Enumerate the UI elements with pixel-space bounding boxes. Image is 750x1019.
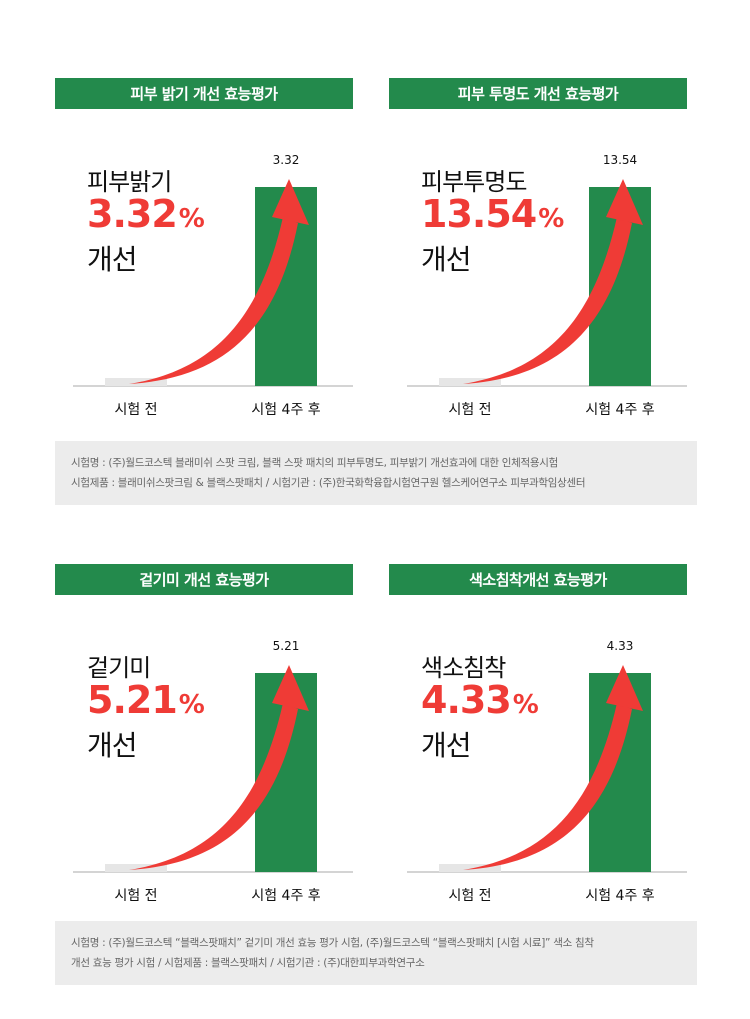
panel-header: 겉기미 개선 효능평가 [55,564,353,595]
category-label: 시험 전 [448,402,491,418]
metric-unit: % [178,690,205,720]
panel-header: 색소침착개선 효능평가 [389,564,687,595]
trend-arrow-head [606,179,643,225]
metric-suffix: 개선 [421,243,472,276]
trend-arrow-shaft [129,703,298,870]
metric-value: 13.54 [421,192,537,236]
note-line: 개선 효능 평가 시험 / 시험제품 : 블랙스팟패치 / 시험기관 : (주)… [71,957,425,969]
chart-panel-skin-transparency: 피부 투명도 개선 효능평가 피부투명도 13.54% 개선 시험 전 시험 4주… [389,78,687,418]
chart-panel-skin-brightness: 피부 밝기 개선 효능평가 피부밝기 3.32% 개선 시험 전 시험 4주 후 3… [55,78,353,418]
bar-chart: 시험 전 시험 4주 후 5.21 [73,639,353,904]
metric-unit: % [178,204,205,234]
category-label: 시험 전 [114,888,157,904]
test-info-note: 시험명 : (주)월드코스텍 블래미쉬 스팟 크림, 블랙 스팟 패치의 피부투… [55,441,697,505]
metric-name: 겉기미 [87,654,151,682]
trend-arrow-shaft [129,217,298,384]
data-label: 13.54 [603,153,637,167]
metric-value-block: 3.32% [87,192,205,241]
chart-panel-melasma: 겉기미 개선 효능평가 겉기미 5.21% 개선 시험 전 시험 4주 후 5.21 [55,564,353,904]
metric-value-block: 4.33% [421,678,539,727]
metric-suffix: 개선 [421,729,472,762]
bar-chart: 시험 전 시험 4주 후 13.54 [407,153,687,418]
metric-value-block: 5.21% [87,678,205,727]
bar-chart: 시험 전 시험 4주 후 4.33 [407,639,687,904]
metric-value: 4.33 [421,678,512,722]
bar-before [105,378,167,386]
data-label: 4.33 [607,639,634,653]
data-label: 3.32 [273,153,300,167]
metric-name: 색소침착 [421,654,506,682]
metric-name: 피부투명도 [421,168,527,196]
bar-chart: 시험 전 시험 4주 후 3.32 [73,153,353,418]
bar-before [439,378,501,386]
note-line: 시험명 : (주)월드코스텍 “블랙스팟패치” 겉기미 개선 효능 평가 시험,… [71,937,594,949]
metric-suffix: 개선 [87,729,138,762]
category-label: 시험 4주 후 [585,402,654,418]
category-label: 시험 전 [448,888,491,904]
bar-before [105,864,167,872]
bar-before [439,864,501,872]
note-line: 시험명 : (주)월드코스텍 블래미쉬 스팟 크림, 블랙 스팟 패치의 피부투… [71,457,558,469]
metric-value: 5.21 [87,678,178,722]
category-label: 시험 4주 후 [251,888,320,904]
category-label: 시험 4주 후 [585,888,654,904]
panel-header: 피부 투명도 개선 효능평가 [389,78,687,109]
category-label: 시험 전 [114,402,157,418]
metric-suffix: 개선 [87,243,138,276]
metric-unit: % [512,690,539,720]
note-line: 시험제품 : 블래미쉬스팟크림 & 블랙스팟패치 / 시험기관 : (주)한국화… [71,477,586,489]
chart-panel-pigmentation: 색소침착개선 효능평가 색소침착 4.33% 개선 시험 전 시험 4주 후 4.3… [389,564,687,904]
category-label: 시험 4주 후 [251,402,320,418]
trend-arrow-head [606,665,643,711]
trend-arrow-shaft [463,703,632,870]
data-label: 5.21 [273,639,300,653]
trend-arrow-shaft [463,217,632,384]
panel-header: 피부 밝기 개선 효능평가 [55,78,353,109]
metric-unit: % [538,204,564,234]
metric-name: 피부밝기 [87,168,172,196]
trend-arrow-head [272,179,309,225]
test-info-note: 시험명 : (주)월드코스텍 “블랙스팟패치” 겉기미 개선 효능 평가 시험,… [55,921,697,985]
metric-value: 3.32 [87,192,178,236]
trend-arrow-head [272,665,309,711]
metric-value-block: 13.54% [421,192,564,241]
